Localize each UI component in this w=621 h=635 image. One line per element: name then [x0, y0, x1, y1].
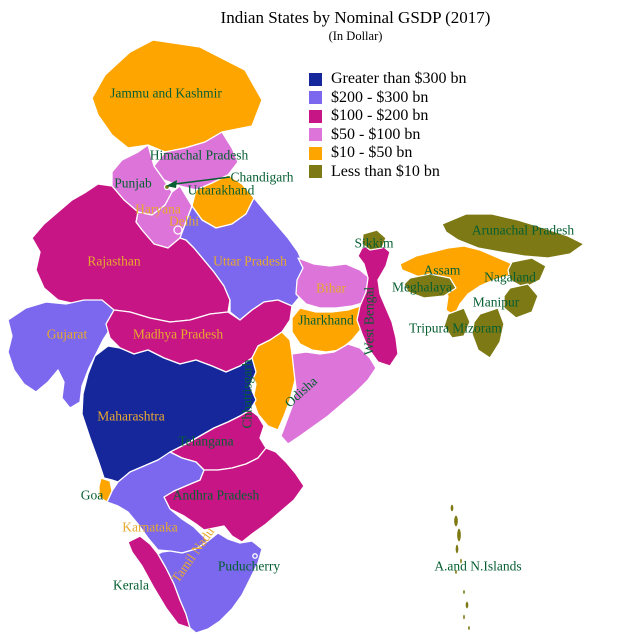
legend-item: $200 - $300 bn: [309, 89, 467, 108]
state-label-gujarat: Gujarat: [46, 326, 88, 342]
state-label-west-bengal: West Bengal: [361, 286, 377, 356]
state-label-rajasthan: Rajasthan: [87, 253, 141, 269]
state-label-karnataka: Karnataka: [122, 519, 178, 535]
state-shape-karnataka: [106, 451, 209, 554]
state-label-jammu-and-kashmir: Jammu and Kashmir: [110, 85, 222, 101]
legend-item: $10 - $50 bn: [309, 144, 467, 163]
state-label-nagaland: Nagaland: [484, 269, 536, 285]
map-subtitle: (In Dollar): [328, 29, 383, 43]
state-shape-goa: [98, 477, 113, 503]
legend-label: $200 - $300 bn: [331, 88, 429, 106]
legend-item: Less than $10 bn: [309, 163, 467, 182]
state-shape-tamil-nadu: [157, 532, 263, 634]
state-shape-puducherry: [252, 553, 258, 559]
state-shape-bihar: [295, 257, 377, 309]
legend-swatch-lt10-icon: [309, 165, 322, 179]
state-shape-manipur: [503, 283, 539, 319]
map-title: Indian States by Nominal GSDP (2017): [220, 8, 491, 27]
state-label-goa: Goa: [80, 487, 104, 503]
state-label-maharashtra: Maharashtra: [97, 408, 165, 424]
state-label-uttarakhand: Uttarakhand: [187, 182, 255, 198]
state-label-bihar: Bihar: [316, 280, 346, 296]
state-shape-tripura: [443, 307, 471, 339]
legend-item: Greater than $300 bn: [309, 70, 467, 89]
state-label-assam: Assam: [423, 262, 461, 278]
legend-swatch-200-300-icon: [309, 91, 322, 105]
state-shape-jharkhand: [291, 305, 369, 353]
legend-item: $50 - $100 bn: [309, 126, 467, 145]
state-label-madhya-pradesh: Madhya Pradesh: [132, 326, 224, 342]
state-label-manipur: Manipur: [472, 294, 520, 310]
state-label-kerala: Kerala: [113, 577, 149, 593]
legend-label: Greater than $300 bn: [331, 70, 467, 88]
state-label-himachal-pradesh: Himachal Pradesh: [149, 147, 249, 163]
state-label-chhattisgarh: Chhattisgarh: [239, 359, 255, 429]
state-label-meghalaya: Meghalaya: [392, 279, 452, 295]
state-label-sikkim: Sikkim: [354, 235, 394, 251]
state-shape-sikkim: [361, 229, 387, 251]
state-label-andhra-pradesh: Andhra Pradesh: [172, 487, 260, 503]
state-shape-gujarat: [7, 299, 115, 409]
state-shape-odisha: [280, 343, 377, 445]
state-label-tripura: Tripura: [408, 320, 450, 336]
state-label-arunachal-pradesh: Arunachal Pradesh: [471, 222, 575, 238]
legend-label: $50 - $100 bn: [331, 125, 421, 143]
legend-label: $100 - $200 bn: [331, 107, 429, 125]
state-label-puducherry: Puducherry: [217, 558, 281, 574]
legend-swatch-100-200-icon: [309, 109, 322, 123]
legend-swatch-50-100-icon: [309, 128, 322, 142]
state-label-haryana: Haryana: [135, 201, 181, 217]
legend-swatch-gt300-icon: [309, 72, 322, 86]
state-label-punjab: Punjab: [114, 175, 152, 191]
state-shape-meghalaya: [403, 273, 457, 299]
state-shape-delhi: [173, 225, 183, 235]
state-shape-arunachal-pradesh: [441, 213, 585, 259]
legend-label: $10 - $50 bn: [331, 144, 413, 162]
state-label-uttar-pradesh: Uttar Pradesh: [213, 253, 287, 269]
chandigarh-arrow: [166, 176, 231, 188]
state-label-andaman-nicobar-islands: A.and N.Islands: [434, 558, 522, 574]
legend-label: Less than $10 bn: [331, 162, 440, 180]
state-shape-andaman-nicobar-islands: [449, 503, 472, 632]
legend-swatch-10-50-icon: [309, 146, 322, 160]
state-label-mizoram: Mizoram: [452, 320, 502, 336]
state-shape-mizoram: [471, 307, 505, 359]
state-shape-west-bengal: [356, 241, 399, 367]
legend-item: $100 - $200 bn: [309, 107, 467, 126]
state-label-delhi: Delhi: [169, 213, 199, 229]
state-label-jharkhand: Jharkhand: [298, 312, 354, 328]
state-label-chandigarh: Chandigarh: [230, 169, 294, 185]
legend: Greater than $300 bn $200 - $300 bn $100…: [309, 70, 467, 181]
state-label-telangana: Telangana: [178, 433, 234, 449]
state-shape-nagaland: [507, 257, 547, 289]
